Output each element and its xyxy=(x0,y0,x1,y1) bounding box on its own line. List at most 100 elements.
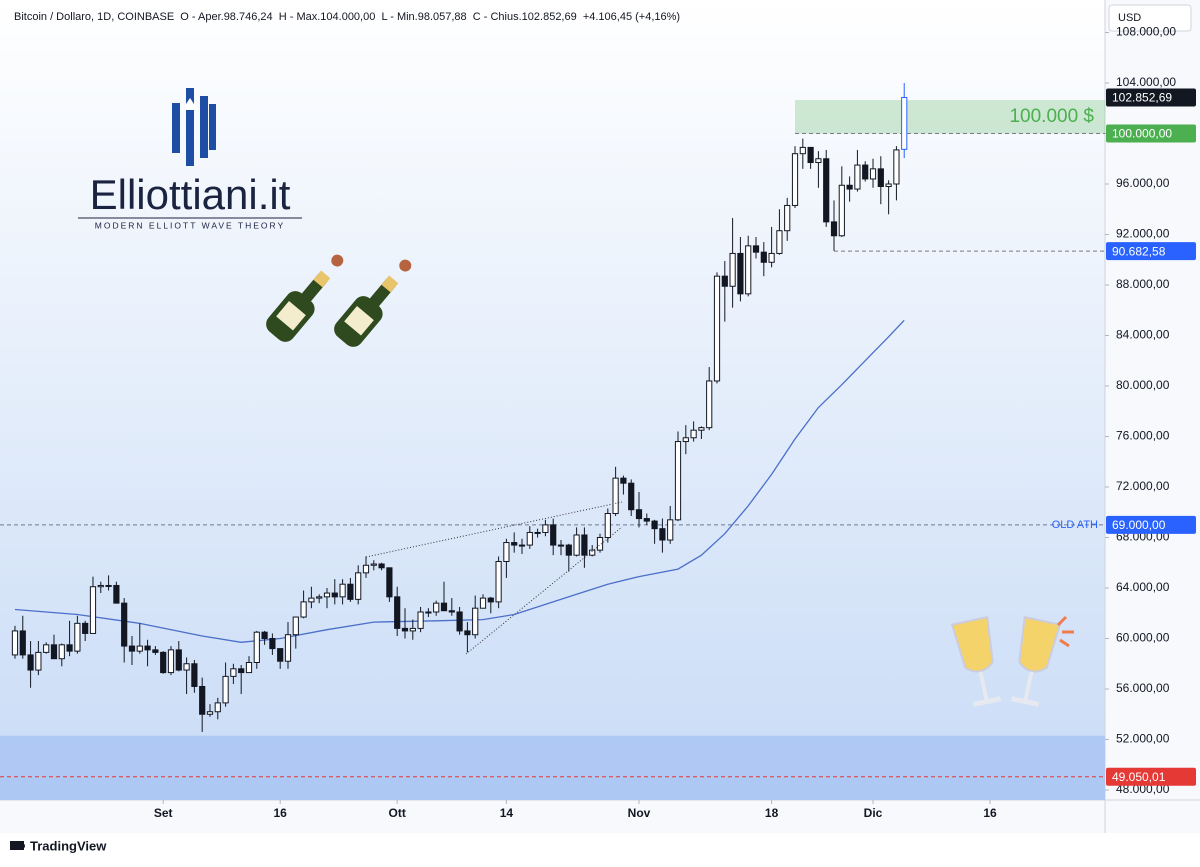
candle-body xyxy=(378,563,385,569)
logo-name: Elliottiani.it xyxy=(90,171,291,218)
candle-body xyxy=(121,602,128,647)
candle-body xyxy=(50,644,58,660)
candle-body xyxy=(573,534,580,556)
candle-body xyxy=(667,519,674,541)
candle-body xyxy=(43,644,50,653)
candle-body xyxy=(261,631,268,640)
price-label: 69.000,00 xyxy=(1112,518,1166,532)
candle-body xyxy=(277,648,284,662)
y-tick-label: 108.000,00 xyxy=(1116,25,1176,39)
y-tick-label: 84.000,00 xyxy=(1116,328,1170,342)
candle-body xyxy=(89,586,97,634)
x-tick-label: 14 xyxy=(500,806,514,820)
price-label-box xyxy=(1106,242,1196,261)
candle-body xyxy=(300,601,307,618)
chart-header: Bitcoin / Dollaro, 1D, COINBASE O - Aper… xyxy=(14,11,680,23)
candle-body xyxy=(596,536,604,551)
candle-body xyxy=(628,482,635,511)
candle-body xyxy=(487,597,494,603)
tradingview-logo xyxy=(10,841,25,850)
price-label-box xyxy=(1106,767,1196,786)
x-tick-label: Dic xyxy=(864,806,883,820)
candle-body xyxy=(222,675,229,704)
time-axis-background xyxy=(0,800,1105,833)
candle-body xyxy=(511,542,518,546)
y-tick-label: 92.000,00 xyxy=(1116,227,1170,241)
candle-body xyxy=(11,630,19,656)
moving-average xyxy=(14,319,905,643)
y-tick-label: 72.000,00 xyxy=(1116,479,1170,493)
candle-body xyxy=(604,513,611,538)
candle-body xyxy=(682,437,689,443)
candle-body xyxy=(394,596,401,629)
price-label-box xyxy=(1106,515,1196,534)
candle-body xyxy=(698,427,705,431)
candle-body xyxy=(768,252,775,263)
candle-body xyxy=(370,563,377,566)
y-tick-label: 76.000,00 xyxy=(1116,429,1170,443)
candle-body xyxy=(542,524,549,533)
candle-body xyxy=(331,592,338,598)
candle-body xyxy=(877,168,884,188)
y-tick-label: 52.000,00 xyxy=(1116,732,1170,746)
candle-body xyxy=(253,631,260,663)
champagne-bottle xyxy=(334,259,412,347)
candle-body xyxy=(830,221,838,237)
candle-body xyxy=(339,583,346,598)
candle-body xyxy=(238,668,245,674)
support-band xyxy=(0,735,1105,800)
currency-button[interactable] xyxy=(1108,4,1192,32)
candle-body xyxy=(183,663,190,671)
candle-body xyxy=(456,611,463,632)
candle-body xyxy=(651,520,658,530)
candle-body xyxy=(19,630,26,656)
footer-brand: TradingView xyxy=(30,838,107,853)
candle-body xyxy=(869,168,877,180)
candle-body xyxy=(620,477,627,484)
y-tick-label: 80.000,00 xyxy=(1116,378,1170,392)
y-tick-label: 104.000,00 xyxy=(1116,75,1176,89)
candle-body xyxy=(362,564,370,574)
x-tick-label: 18 xyxy=(765,806,779,820)
candle-body xyxy=(854,164,861,190)
candle-body xyxy=(214,702,221,713)
x-tick-label: Ott xyxy=(389,806,406,820)
price-label: 49.050,01 xyxy=(1112,770,1166,784)
logo-tagline: MODERN ELLIOTT WAVE THEORY xyxy=(95,220,285,230)
price-label: 102.852,69 xyxy=(1112,91,1172,105)
candle-body xyxy=(417,611,424,629)
candle-body xyxy=(534,531,541,534)
candle-body xyxy=(635,509,643,520)
candle-body xyxy=(308,597,315,603)
candle-body xyxy=(550,524,557,546)
candle-body xyxy=(144,645,151,651)
footer xyxy=(0,833,1200,862)
candle-body xyxy=(659,528,666,541)
candle-body xyxy=(893,149,900,185)
candle-body xyxy=(752,245,760,253)
y-tick-label: 60.000,00 xyxy=(1116,631,1170,645)
candle-body xyxy=(386,567,393,598)
candle-body xyxy=(729,252,736,287)
x-tick-label: Set xyxy=(154,806,173,820)
candle-body xyxy=(199,685,206,715)
overlay: Elliottiani.it MODERN ELLIOTT WAVE THEOR… xyxy=(14,4,1192,707)
x-tick-label: Nov xyxy=(628,806,651,820)
candle-body xyxy=(292,616,299,636)
candle-body xyxy=(58,644,65,660)
candle-body xyxy=(323,592,331,598)
candle-body xyxy=(885,183,892,188)
price-label: 90.682,58 xyxy=(1112,244,1166,258)
candle-body xyxy=(581,534,588,556)
candle-body xyxy=(760,251,767,263)
price-label: 100.000,00 xyxy=(1112,127,1172,141)
candle-body xyxy=(862,164,869,180)
x-tick-label: 16 xyxy=(274,806,288,820)
candle-body xyxy=(464,630,471,636)
candle-body xyxy=(674,441,682,521)
candle-body xyxy=(557,544,565,547)
candle-body xyxy=(612,477,619,515)
currency-label: USD xyxy=(1118,12,1141,24)
candle-body xyxy=(807,146,814,164)
